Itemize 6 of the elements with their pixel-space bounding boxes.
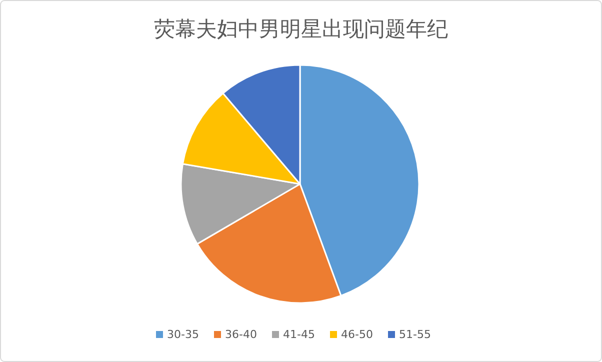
legend-label: 41-45 — [283, 328, 315, 341]
chart-title: 荧幕夫妇中男明星出现问题年纪 — [154, 17, 448, 41]
legend-label: 36-40 — [225, 328, 257, 341]
legend-label: 46-50 — [341, 328, 373, 341]
legend-label: 51-55 — [399, 328, 431, 341]
legend-label: 30-35 — [167, 328, 199, 341]
